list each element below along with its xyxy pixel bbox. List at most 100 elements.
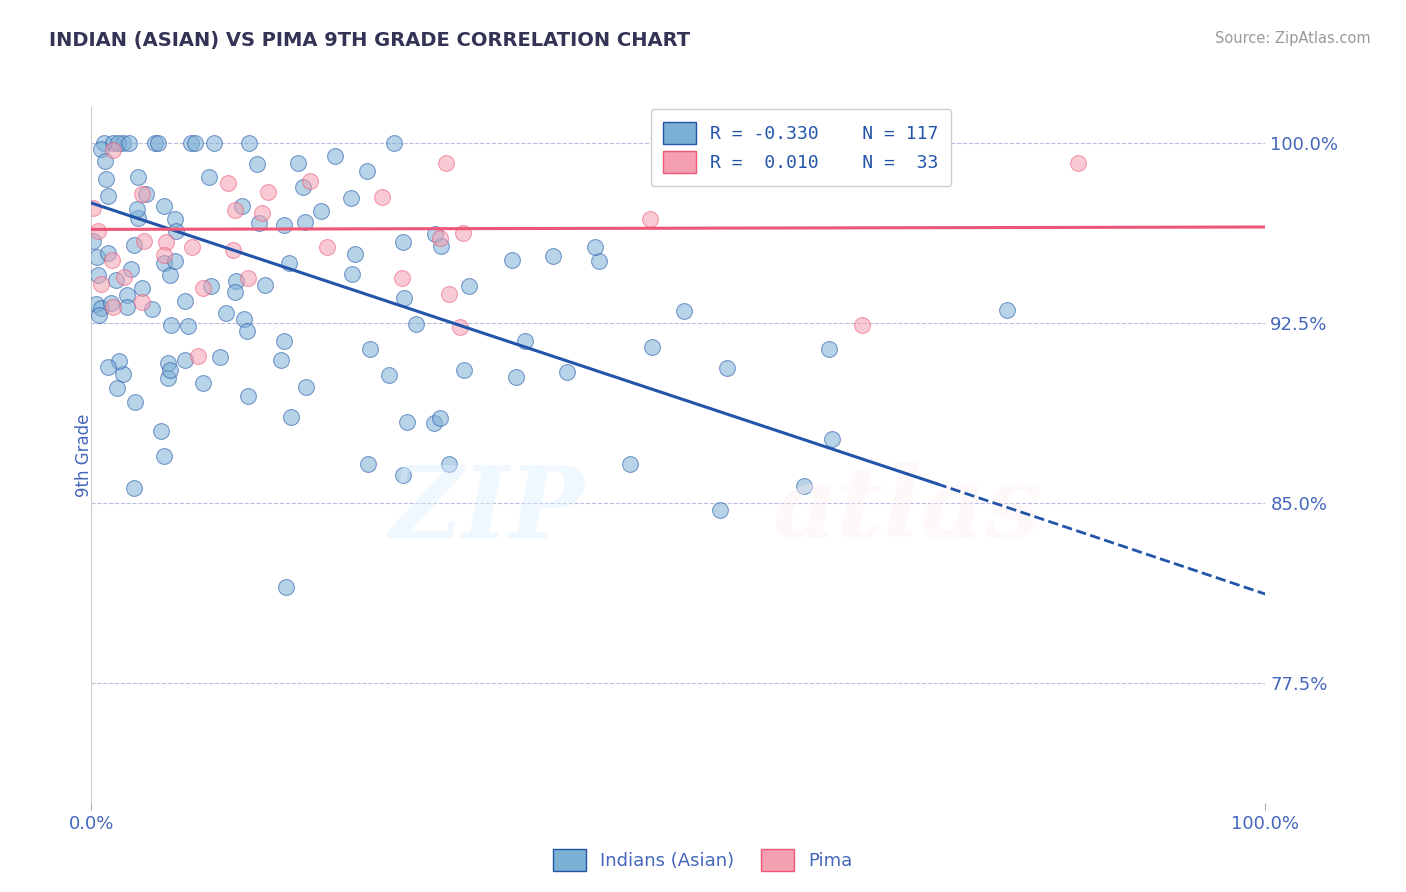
Point xyxy=(101,301,124,315)
Point xyxy=(115,288,138,302)
Point xyxy=(157,371,180,385)
Point xyxy=(716,360,738,375)
Point xyxy=(198,170,221,185)
Point xyxy=(273,219,295,233)
Point xyxy=(112,368,135,382)
Point xyxy=(370,190,392,204)
Point xyxy=(215,306,238,320)
Point xyxy=(107,136,129,150)
Point xyxy=(344,247,367,261)
Legend: R = -0.330    N = 117, R =  0.010    N =  33: R = -0.330 N = 117, R = 0.010 N = 33 xyxy=(651,109,950,186)
Point xyxy=(93,136,115,150)
Point xyxy=(995,303,1018,318)
Point xyxy=(505,369,527,384)
Text: INDIAN (ASIAN) VS PIMA 9TH GRADE CORRELATION CHART: INDIAN (ASIAN) VS PIMA 9TH GRADE CORRELA… xyxy=(49,31,690,50)
Point xyxy=(316,240,339,254)
Point xyxy=(174,353,197,368)
Text: ZIP: ZIP xyxy=(389,462,585,558)
Point xyxy=(97,189,120,203)
Point xyxy=(294,215,316,229)
Point xyxy=(202,136,225,150)
Point xyxy=(588,253,610,268)
Point xyxy=(501,253,523,268)
Point xyxy=(122,482,145,496)
Point xyxy=(101,136,124,150)
Point xyxy=(112,136,135,150)
Text: Source: ZipAtlas.com: Source: ZipAtlas.com xyxy=(1215,31,1371,46)
Point xyxy=(392,468,415,483)
Point xyxy=(437,457,460,471)
Point xyxy=(235,324,257,338)
Point xyxy=(339,191,361,205)
Point xyxy=(391,270,413,285)
Point xyxy=(97,246,120,260)
Point xyxy=(555,366,578,380)
Point xyxy=(423,416,446,430)
Point xyxy=(274,581,297,595)
Point xyxy=(127,211,149,225)
Point xyxy=(86,250,108,264)
Point xyxy=(287,156,309,170)
Point xyxy=(112,270,135,285)
Point xyxy=(153,450,176,464)
Point xyxy=(131,294,153,309)
Point xyxy=(273,334,295,348)
Point xyxy=(458,279,481,293)
Point xyxy=(382,136,405,150)
Point xyxy=(356,164,378,178)
Point xyxy=(238,271,260,285)
Point xyxy=(107,381,129,395)
Point xyxy=(160,318,183,333)
Point xyxy=(641,340,664,354)
Point xyxy=(405,318,427,332)
Point xyxy=(148,136,170,150)
Point xyxy=(793,479,815,493)
Point xyxy=(94,172,117,186)
Point xyxy=(177,319,200,334)
Point xyxy=(439,287,461,301)
Point xyxy=(87,224,110,238)
Point xyxy=(222,243,245,257)
Point xyxy=(851,318,873,332)
Point xyxy=(395,416,418,430)
Point xyxy=(429,410,451,425)
Point xyxy=(180,136,202,150)
Point xyxy=(122,238,145,252)
Point xyxy=(292,180,315,194)
Point xyxy=(200,279,222,293)
Point xyxy=(541,250,564,264)
Point xyxy=(180,239,202,253)
Point xyxy=(1067,156,1090,170)
Point xyxy=(153,256,176,270)
Point xyxy=(87,308,110,322)
Point xyxy=(295,380,318,394)
Point xyxy=(638,212,661,227)
Point xyxy=(236,389,259,403)
Point xyxy=(357,457,380,471)
Point xyxy=(90,142,112,156)
Point xyxy=(184,136,207,150)
Point xyxy=(152,199,174,213)
Point xyxy=(434,156,457,170)
Point xyxy=(233,311,256,326)
Point xyxy=(247,216,270,230)
Point xyxy=(124,394,146,409)
Point xyxy=(378,368,401,383)
Point xyxy=(429,238,451,252)
Point xyxy=(101,144,124,158)
Point xyxy=(619,457,641,471)
Point xyxy=(818,342,841,356)
Point xyxy=(191,376,214,390)
Point xyxy=(254,277,277,292)
Point xyxy=(513,334,536,348)
Y-axis label: 9th Grade: 9th Grade xyxy=(76,413,93,497)
Point xyxy=(309,203,332,218)
Point xyxy=(115,300,138,314)
Point xyxy=(323,149,346,163)
Point xyxy=(187,350,209,364)
Point xyxy=(209,351,232,365)
Point xyxy=(134,235,156,249)
Point xyxy=(280,409,302,424)
Point xyxy=(270,353,292,368)
Point xyxy=(117,136,139,150)
